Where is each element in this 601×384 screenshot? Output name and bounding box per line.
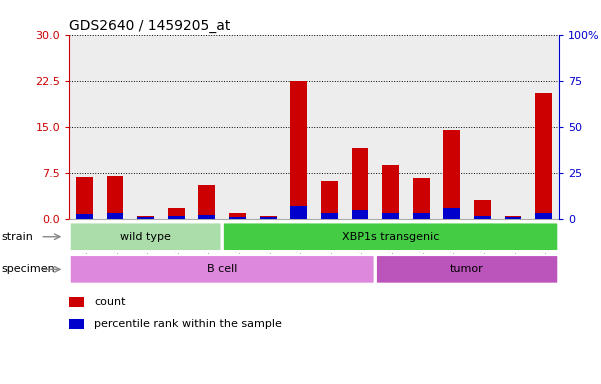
Bar xyxy=(168,208,185,219)
Bar xyxy=(100,35,130,219)
Bar xyxy=(413,178,430,219)
Bar xyxy=(444,130,460,219)
Text: wild type: wild type xyxy=(120,232,171,242)
Bar xyxy=(382,166,399,219)
Bar xyxy=(229,213,246,219)
Bar xyxy=(106,177,123,219)
Bar xyxy=(505,217,522,219)
Text: GDS2640 / 1459205_at: GDS2640 / 1459205_at xyxy=(69,19,231,33)
Bar xyxy=(474,200,491,219)
Bar xyxy=(76,214,93,219)
Bar xyxy=(314,35,344,219)
Bar xyxy=(192,35,222,219)
Bar xyxy=(198,185,215,219)
Bar xyxy=(436,35,467,219)
Bar xyxy=(260,217,276,219)
Bar xyxy=(535,213,552,219)
Bar xyxy=(198,215,215,219)
Bar xyxy=(69,319,84,329)
Bar xyxy=(222,35,253,219)
Bar xyxy=(168,216,185,219)
Bar xyxy=(505,217,522,219)
Bar xyxy=(130,35,161,219)
Bar xyxy=(382,213,399,219)
Text: tumor: tumor xyxy=(450,264,484,275)
Bar xyxy=(290,81,307,219)
Bar xyxy=(137,217,154,219)
Bar xyxy=(229,217,246,219)
Bar xyxy=(344,35,375,219)
FancyBboxPatch shape xyxy=(376,255,558,284)
Text: XBP1s transgenic: XBP1s transgenic xyxy=(342,232,439,242)
Bar xyxy=(352,210,368,219)
Bar xyxy=(321,181,338,219)
FancyBboxPatch shape xyxy=(70,222,222,251)
Bar xyxy=(352,148,368,219)
Bar xyxy=(498,35,528,219)
Bar xyxy=(290,206,307,219)
Bar xyxy=(284,35,314,219)
Bar xyxy=(137,217,154,219)
Bar xyxy=(474,215,491,219)
Text: specimen: specimen xyxy=(2,264,55,275)
Bar xyxy=(321,213,338,219)
Text: B cell: B cell xyxy=(207,264,237,275)
Bar xyxy=(253,35,284,219)
Bar xyxy=(106,214,123,219)
Bar xyxy=(528,35,559,219)
Text: count: count xyxy=(94,297,126,307)
Bar xyxy=(444,208,460,219)
FancyBboxPatch shape xyxy=(223,222,558,251)
FancyBboxPatch shape xyxy=(70,255,374,284)
Bar xyxy=(69,297,84,307)
Bar xyxy=(535,93,552,219)
Bar xyxy=(406,35,436,219)
Text: percentile rank within the sample: percentile rank within the sample xyxy=(94,319,282,329)
Bar xyxy=(260,216,276,219)
Bar xyxy=(76,177,93,219)
Bar xyxy=(161,35,192,219)
Bar xyxy=(413,214,430,219)
Text: strain: strain xyxy=(2,232,34,242)
Bar xyxy=(375,35,406,219)
Bar xyxy=(69,35,100,219)
Bar xyxy=(467,35,498,219)
